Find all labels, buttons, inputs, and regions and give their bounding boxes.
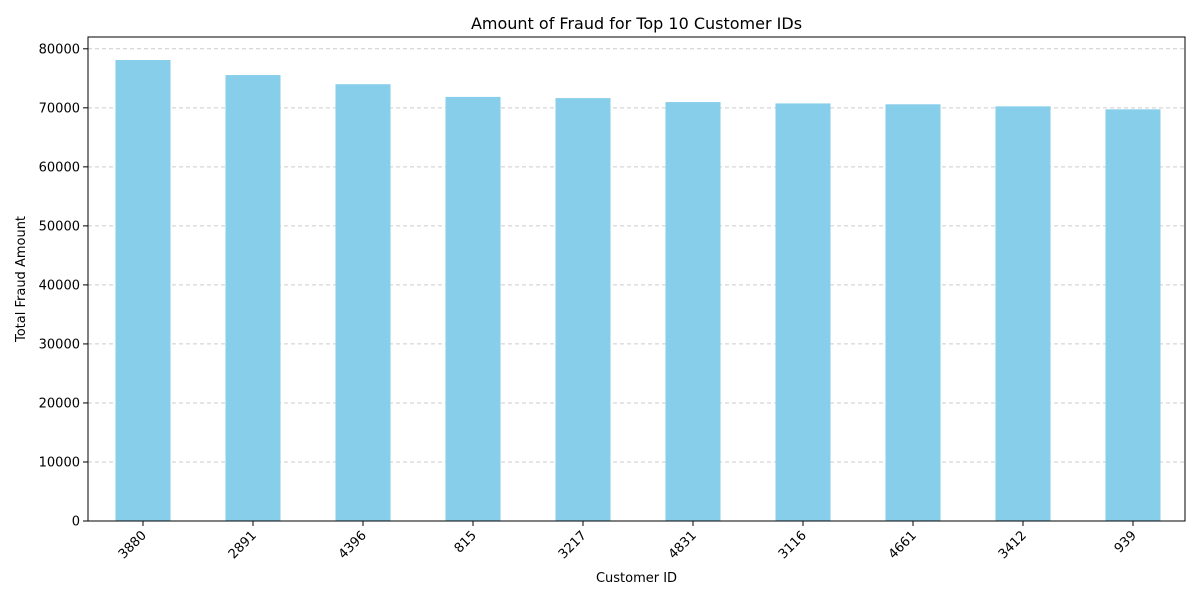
x-tick-label: 815 [452, 528, 480, 556]
x-tick-label: 939 [1112, 528, 1140, 556]
x-axis-label: Customer ID [596, 571, 677, 586]
y-tick-label: 0 [72, 515, 80, 530]
y-tick-label: 50000 [39, 219, 80, 234]
bar-2891 [225, 75, 281, 521]
x-tick-label: 3412 [996, 528, 1030, 562]
x-tick-label: 3217 [556, 528, 590, 562]
y-tick-label: 70000 [39, 101, 80, 116]
bar-3412 [995, 106, 1051, 521]
bar-4396 [335, 84, 391, 521]
y-tick-label: 60000 [39, 160, 80, 175]
x-tick-label: 4661 [886, 528, 920, 562]
bar-3116 [775, 103, 831, 521]
bar-4831 [665, 102, 721, 522]
bar-815 [445, 96, 501, 521]
x-axis: 3880 2891 4396 815 3217 4831 3116 4661 3412 939 [116, 521, 1140, 562]
y-tick-label: 40000 [39, 278, 80, 293]
x-tick-label: 4396 [336, 528, 370, 562]
y-axis: 0 10000 20000 30000 40000 50000 60000 70000 8000… [39, 42, 88, 530]
y-tick-label: 10000 [39, 455, 80, 470]
y-axis-label: Total Fraud Amount [14, 216, 29, 343]
x-tick-label: 3116 [776, 528, 810, 562]
bar-939 [1105, 109, 1161, 522]
y-tick-label: 20000 [39, 396, 80, 411]
bar-3880 [115, 60, 171, 522]
bars [115, 60, 1161, 522]
x-tick-label: 4831 [666, 528, 700, 562]
y-tick-label: 30000 [39, 337, 80, 352]
x-tick-label: 2891 [226, 528, 260, 562]
x-tick-label: 3880 [116, 528, 150, 562]
y-tick-label: 80000 [39, 42, 80, 57]
bar-4661 [885, 104, 941, 521]
bar-3217 [555, 98, 611, 521]
plot-frame [87, 36, 1186, 522]
chart-title: Amount of Fraud for Top 10 Customer IDs [471, 14, 802, 33]
